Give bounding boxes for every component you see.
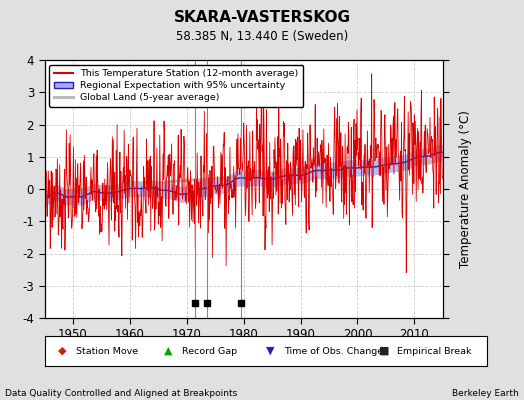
Y-axis label: Temperature Anomaly (°C): Temperature Anomaly (°C) xyxy=(458,110,472,268)
Text: Time of Obs. Change: Time of Obs. Change xyxy=(283,346,383,356)
Text: Record Gap: Record Gap xyxy=(182,346,237,356)
Text: ■: ■ xyxy=(379,346,389,356)
Text: 58.385 N, 13.440 E (Sweden): 58.385 N, 13.440 E (Sweden) xyxy=(176,30,348,43)
Text: Berkeley Earth: Berkeley Earth xyxy=(452,389,519,398)
Text: SKARA-VASTERSKOG: SKARA-VASTERSKOG xyxy=(173,10,351,25)
Text: Station Move: Station Move xyxy=(75,346,138,356)
Text: Empirical Break: Empirical Break xyxy=(397,346,471,356)
Text: Data Quality Controlled and Aligned at Breakpoints: Data Quality Controlled and Aligned at B… xyxy=(5,389,237,398)
Text: ◆: ◆ xyxy=(58,346,67,356)
Text: ▲: ▲ xyxy=(164,346,172,356)
Text: ▼: ▼ xyxy=(266,346,275,356)
Legend: This Temperature Station (12-month average), Regional Expectation with 95% uncer: This Temperature Station (12-month avera… xyxy=(49,65,303,107)
